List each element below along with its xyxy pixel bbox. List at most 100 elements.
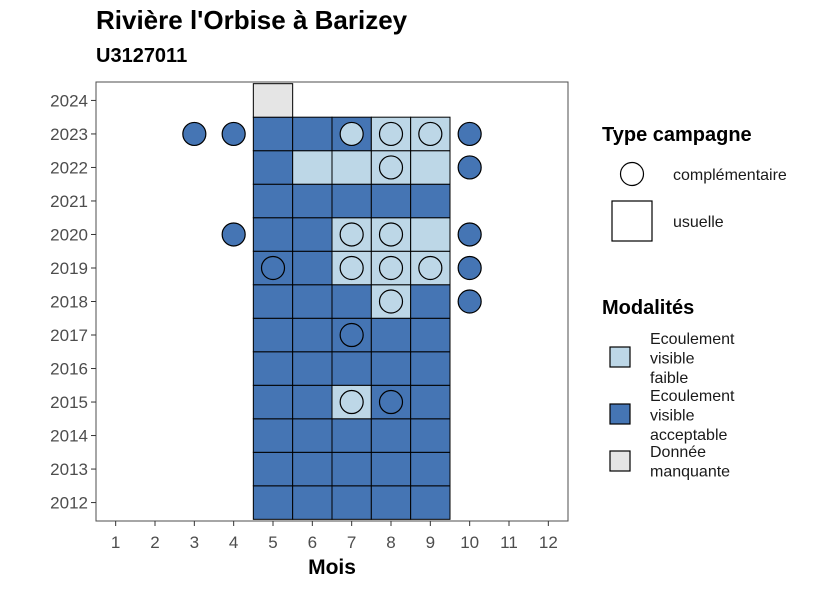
tile-2018-7 <box>331 284 372 319</box>
y-tick-label: 2012 <box>50 494 88 513</box>
point-2022-10 <box>457 155 482 180</box>
axes-layer: 1 2 3 4 5 6 7 8 9 10 11 122012201320142015201620172… <box>50 91 558 552</box>
legend-label-manquante: manquante <box>650 464 730 481</box>
tile-2014-6 <box>292 418 333 453</box>
tile-2022-9 <box>410 150 451 185</box>
y-tick-label: 2022 <box>50 158 88 177</box>
legend-label-faible: Ecoulement <box>650 331 735 348</box>
tile-2018-5 <box>252 284 294 319</box>
tile-2012-9 <box>410 485 451 520</box>
tile-2020-9 <box>410 217 451 252</box>
tile-2021-7 <box>331 183 372 219</box>
y-tick-label: 2015 <box>50 393 88 412</box>
tile-2014-7 <box>331 418 372 453</box>
point-2020-8 <box>378 222 404 247</box>
x-tick-label: 6 <box>308 533 317 552</box>
tile-2019-6 <box>292 250 333 286</box>
tile-2021-8 <box>370 183 412 219</box>
point-2023-3 <box>182 121 207 147</box>
legend-type-title: Type campagne <box>602 124 752 146</box>
y-tick-label: 2017 <box>50 326 88 345</box>
tile-2021-9 <box>410 183 451 219</box>
tile-2020-5 <box>252 217 294 252</box>
tile-2013-6 <box>292 451 333 487</box>
tile-2015-9 <box>410 384 451 420</box>
tile-2013-5 <box>252 451 294 487</box>
point-layer <box>182 121 482 415</box>
tile-2015-6 <box>292 384 333 420</box>
x-axis-title: Mois <box>308 556 356 579</box>
point-2015-8 <box>378 389 404 415</box>
tile-2015-5 <box>252 384 294 420</box>
point-2023-8 <box>378 121 404 147</box>
point-2023-10 <box>457 121 482 147</box>
x-tick-label: 9 <box>426 533 435 552</box>
tile-2021-6 <box>292 183 333 219</box>
tile-2013-8 <box>370 451 412 487</box>
tile-2012-8 <box>370 485 412 520</box>
tile-2013-7 <box>331 451 372 487</box>
tile-2016-8 <box>370 351 412 386</box>
tile-layer <box>252 83 451 520</box>
tile-2014-9 <box>410 418 451 453</box>
tile-2018-9 <box>410 284 451 319</box>
point-2023-4 <box>221 121 246 147</box>
x-tick-label: 8 <box>386 533 395 552</box>
tile-2013-9 <box>410 451 451 487</box>
tile-2017-5 <box>252 317 294 353</box>
chart-subtitle: U3127011 <box>96 45 188 67</box>
legend-key-manquante <box>609 450 631 472</box>
tile-2012-6 <box>292 485 333 520</box>
tile-2023-5 <box>252 116 294 152</box>
y-tick-label: 2016 <box>50 360 88 379</box>
legend-key-faible <box>609 346 631 368</box>
legend-key-usuelle <box>611 200 653 242</box>
y-tick-label: 2019 <box>50 259 88 278</box>
x-tick-label: 10 <box>460 533 479 552</box>
tile-2016-6 <box>292 351 333 386</box>
legend-label-faible: faible <box>650 370 688 387</box>
x-tick-label: 2 <box>150 533 159 552</box>
point-2020-7 <box>339 222 364 247</box>
tile-2016-7 <box>331 351 372 386</box>
tile-2018-6 <box>292 284 333 319</box>
y-tick-label: 2024 <box>50 91 88 110</box>
x-tick-label: 7 <box>347 533 356 552</box>
point-2023-7 <box>339 121 364 147</box>
tile-2017-9 <box>410 317 451 353</box>
chart-title: Rivière l'Orbise à Barizey <box>96 5 408 35</box>
legend-label-acceptable: acceptable <box>650 427 727 444</box>
point-2015-7 <box>339 389 364 415</box>
y-tick-label: 2013 <box>50 460 88 479</box>
x-tick-label: 3 <box>190 533 199 552</box>
y-tick-label: 2018 <box>50 293 88 312</box>
tile-2022-5 <box>252 150 294 185</box>
tile-2012-5 <box>252 485 294 520</box>
point-2018-8 <box>378 289 404 314</box>
tile-2022-6 <box>292 150 333 185</box>
tile-2017-8 <box>370 317 412 353</box>
tile-2016-5 <box>252 351 294 386</box>
point-2019-8 <box>378 255 404 281</box>
legend-label-complementaire: complémentaire <box>673 167 787 184</box>
point-2019-5 <box>260 255 286 281</box>
point-2018-10 <box>457 289 482 314</box>
point-2019-7 <box>339 255 364 281</box>
point-2019-9 <box>418 255 443 281</box>
tile-2017-6 <box>292 317 333 353</box>
x-tick-label: 1 <box>111 533 120 552</box>
point-2019-10 <box>457 255 482 281</box>
legend-label-usuelle: usuelle <box>673 214 724 231</box>
x-tick-label: 12 <box>539 533 558 552</box>
tile-2016-9 <box>410 351 451 386</box>
legend-layer: Type campagne complémentaire usuelle Modali… <box>602 124 787 481</box>
legend-key-complementaire <box>619 161 645 187</box>
legend-label-manquante: Donnée <box>650 444 706 461</box>
legend-label-faible: visible <box>650 351 695 368</box>
tile-2012-7 <box>331 485 372 520</box>
tile-2014-5 <box>252 418 294 453</box>
point-2020-4 <box>221 222 246 247</box>
tile-2023-6 <box>292 116 333 152</box>
legend-label-acceptable: Ecoulement <box>650 388 735 405</box>
